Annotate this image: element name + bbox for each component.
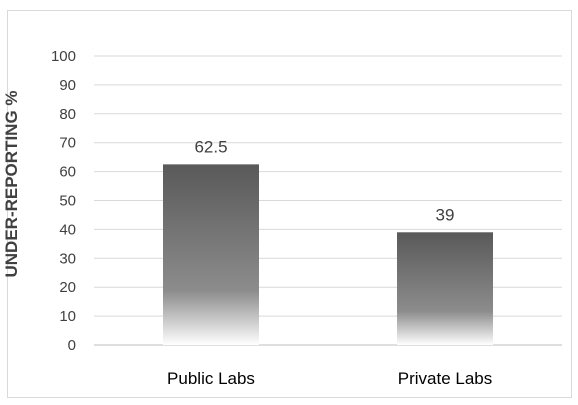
- y-tick-label: 50: [59, 193, 76, 210]
- y-tick-label: 100: [51, 48, 76, 65]
- y-tick-label: 80: [59, 106, 76, 123]
- y-tick-label: 90: [59, 77, 76, 94]
- y-tick-label: 10: [59, 308, 76, 325]
- y-tick-label: 30: [59, 250, 76, 267]
- category-labels: Public Labs Private Labs: [167, 369, 492, 388]
- bar: [397, 232, 493, 345]
- y-tick-label: 70: [59, 135, 76, 152]
- data-label: 39: [436, 205, 455, 224]
- category-label: Private Labs: [398, 369, 493, 388]
- bar: [163, 164, 259, 345]
- y-tick-label: 20: [59, 279, 76, 296]
- y-tick-labels: 0 10 20 30 40 50 60 70 80 90 100: [51, 48, 76, 354]
- y-tick-label: 40: [59, 221, 76, 238]
- y-tick-label: 60: [59, 164, 76, 181]
- bars: [163, 164, 493, 345]
- data-label: 62.5: [194, 137, 227, 156]
- data-labels: 62.5 39: [194, 137, 454, 224]
- category-label: Public Labs: [167, 369, 255, 388]
- y-tick-label: 0: [68, 337, 76, 354]
- y-axis-label: UNDER-REPORTING %: [2, 90, 21, 277]
